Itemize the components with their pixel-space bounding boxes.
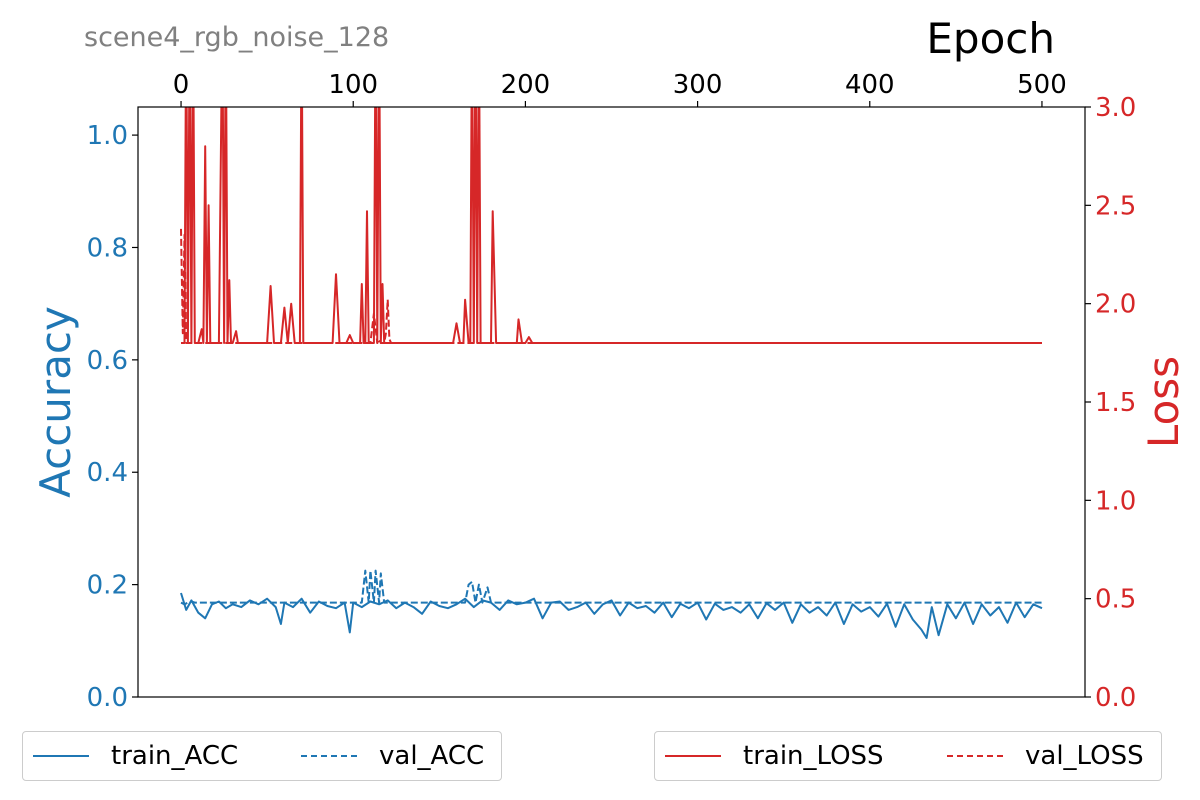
legend-label-train-acc: train_ACC (111, 741, 239, 771)
y-left-tick-label: 0.4 (87, 458, 128, 488)
series-line-train-acc (180, 592, 1043, 639)
y-left-tick-label: 0.0 (87, 683, 128, 713)
legend-accuracy: train_ACC val_ACC (22, 731, 502, 781)
y-right-tick-label: 2.5 (1095, 191, 1136, 221)
y-right-tick-label: 3.0 (1095, 93, 1136, 123)
x-tick-label: 100 (328, 70, 378, 100)
y-right-tick-label: 1.0 (1095, 486, 1136, 516)
legend-swatch-train-loss (665, 755, 721, 757)
legend-swatch-val-loss (947, 755, 1003, 757)
series-line-train-loss (181, 107, 1042, 344)
y-left-tick-label: 0.6 (87, 346, 128, 376)
chart-title: scene4_rgb_noise_128 (84, 22, 389, 53)
y-right-tick-label: 1.5 (1095, 388, 1136, 418)
series-layer (180, 107, 1043, 639)
y-left-tick-label: 1.0 (87, 121, 128, 151)
y-right-tick-label: 2.0 (1095, 290, 1136, 320)
x-tick-label: 0 (173, 70, 190, 100)
series-line-val-acc (180, 569, 1042, 606)
legend-label-train-loss: train_LOSS (743, 741, 884, 771)
legend-label-val-acc: val_ACC (379, 741, 485, 771)
legend-swatch-val-acc (301, 755, 357, 757)
x-tick-label: 500 (1017, 70, 1067, 100)
series-line-val-loss (180, 228, 1042, 344)
y-left-tick-label: 0.2 (87, 571, 128, 601)
y-right-axis-label: Loss (1139, 356, 1188, 448)
legend-entry-val-acc: val_ACC (301, 732, 484, 780)
x-tick-label: 300 (673, 70, 723, 100)
legend-swatch-train-acc (33, 755, 89, 757)
legend-entry-train-loss: train_LOSS (665, 732, 884, 780)
x-tick-label: 200 (501, 70, 551, 100)
legend-entry-train-acc: train_ACC (33, 732, 238, 780)
legend-label-val-loss: val_LOSS (1025, 741, 1144, 771)
legend-loss: train_LOSS val_LOSS (654, 731, 1162, 781)
legend-entry-val-loss: val_LOSS (947, 732, 1144, 780)
x-axis-label: Epoch (926, 14, 1055, 63)
y-right-tick-label: 0.5 (1095, 585, 1136, 615)
x-tick-label: 400 (845, 70, 895, 100)
y-right-tick-label: 0.0 (1095, 683, 1136, 713)
y-left-axis-label: Accuracy (31, 306, 80, 498)
tick-layer: 0 100 200 300 400 500 0.0 0.2 0.4 0.6 0.8 1.0 0.0 0.5… (87, 70, 1137, 713)
y-left-tick-label: 0.8 (87, 233, 128, 263)
plot-frame (137, 106, 1086, 698)
